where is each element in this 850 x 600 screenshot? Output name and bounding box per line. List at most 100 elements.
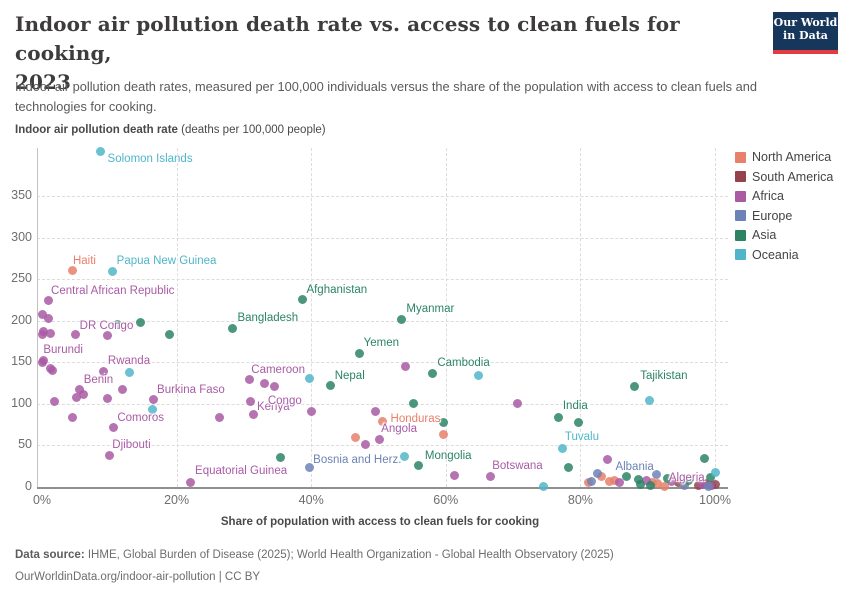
- owid-logo[interactable]: Our World in Data: [773, 12, 838, 54]
- data-point[interactable]: [674, 477, 684, 487]
- data-point[interactable]: [587, 476, 597, 486]
- data-point[interactable]: [660, 481, 670, 491]
- data-point[interactable]: [641, 475, 651, 485]
- data-point[interactable]: [396, 314, 406, 324]
- data-point[interactable]: [564, 462, 574, 472]
- data-point[interactable]: [438, 430, 448, 440]
- data-point[interactable]: [99, 366, 109, 376]
- data-point[interactable]: [370, 406, 380, 416]
- data-point[interactable]: [622, 471, 632, 481]
- data-point[interactable]: [326, 381, 336, 391]
- data-point[interactable]: [112, 320, 122, 330]
- data-point[interactable]: [662, 474, 672, 484]
- data-point[interactable]: [75, 385, 85, 395]
- data-point[interactable]: [604, 476, 614, 486]
- data-point[interactable]: [653, 479, 663, 489]
- legend-item[interactable]: North America: [735, 151, 833, 164]
- data-point[interactable]: [573, 418, 583, 428]
- data-point[interactable]: [644, 396, 654, 406]
- data-point[interactable]: [165, 330, 175, 340]
- data-point[interactable]: [276, 453, 286, 463]
- legend-item[interactable]: South America: [735, 170, 833, 184]
- data-point[interactable]: [602, 455, 612, 465]
- data-point[interactable]: [450, 470, 460, 480]
- data-point[interactable]: [307, 406, 317, 416]
- legend-item[interactable]: Asia: [735, 229, 833, 242]
- data-point[interactable]: [103, 393, 113, 403]
- data-point[interactable]: [710, 467, 720, 477]
- data-point[interactable]: [68, 265, 78, 275]
- data-point[interactable]: [147, 405, 157, 415]
- data-point[interactable]: [667, 476, 677, 486]
- data-point[interactable]: [78, 390, 88, 400]
- data-point[interactable]: [148, 395, 158, 405]
- data-point[interactable]: [43, 296, 53, 306]
- data-point[interactable]: [438, 418, 448, 428]
- data-point[interactable]: [96, 146, 106, 156]
- data-point[interactable]: [246, 396, 256, 406]
- data-point[interactable]: [645, 480, 655, 490]
- data-point[interactable]: [68, 413, 78, 423]
- data-point[interactable]: [703, 481, 713, 491]
- data-point[interactable]: [305, 373, 315, 383]
- data-point[interactable]: [351, 432, 361, 442]
- data-point[interactable]: [118, 385, 128, 395]
- data-point[interactable]: [37, 309, 47, 319]
- data-point[interactable]: [633, 475, 643, 485]
- data-point[interactable]: [651, 470, 661, 480]
- data-point[interactable]: [71, 329, 81, 339]
- data-point[interactable]: [554, 412, 564, 422]
- data-point[interactable]: [683, 475, 693, 485]
- data-point[interactable]: [629, 381, 639, 391]
- legend-item[interactable]: Europe: [735, 209, 833, 223]
- legend-item[interactable]: Oceania: [735, 248, 833, 262]
- footer-url-link[interactable]: OurWorldinData.org/indoor-air-pollution: [15, 571, 216, 583]
- data-point[interactable]: [304, 463, 314, 473]
- data-point[interactable]: [297, 295, 307, 305]
- data-point[interactable]: [374, 435, 384, 445]
- data-point[interactable]: [269, 381, 279, 391]
- data-point[interactable]: [710, 480, 720, 489]
- data-point[interactable]: [512, 398, 522, 408]
- footer-cc-by-link[interactable]: CC BY: [224, 571, 261, 583]
- data-point[interactable]: [538, 481, 548, 491]
- legend-item[interactable]: Africa: [735, 190, 833, 203]
- data-point[interactable]: [706, 473, 716, 483]
- data-point[interactable]: [46, 328, 56, 338]
- data-point[interactable]: [185, 478, 195, 488]
- data-point[interactable]: [474, 371, 484, 381]
- data-point[interactable]: [135, 317, 145, 327]
- data-point[interactable]: [259, 379, 269, 389]
- data-point[interactable]: [700, 454, 710, 464]
- data-point[interactable]: [37, 357, 47, 367]
- data-point[interactable]: [361, 440, 371, 450]
- data-point[interactable]: [108, 423, 118, 433]
- data-point[interactable]: [48, 366, 58, 376]
- data-point[interactable]: [597, 471, 607, 481]
- data-point[interactable]: [558, 444, 568, 454]
- data-point[interactable]: [244, 375, 254, 385]
- data-point[interactable]: [680, 480, 690, 490]
- data-point[interactable]: [50, 396, 60, 406]
- data-point[interactable]: [227, 323, 237, 333]
- data-point[interactable]: [698, 480, 708, 489]
- data-point[interactable]: [378, 416, 388, 426]
- data-point[interactable]: [614, 478, 624, 488]
- data-point[interactable]: [103, 331, 113, 341]
- data-point[interactable]: [355, 348, 365, 358]
- data-point[interactable]: [400, 451, 410, 461]
- data-point[interactable]: [400, 361, 410, 371]
- data-point[interactable]: [104, 450, 114, 460]
- data-point[interactable]: [609, 475, 619, 485]
- data-point[interactable]: [215, 413, 225, 423]
- data-point[interactable]: [72, 392, 82, 402]
- data-point[interactable]: [249, 410, 259, 420]
- data-point[interactable]: [108, 267, 118, 277]
- data-point[interactable]: [427, 368, 437, 378]
- data-point[interactable]: [485, 471, 495, 481]
- data-point[interactable]: [593, 469, 603, 479]
- data-point[interactable]: [124, 367, 134, 377]
- data-point[interactable]: [414, 460, 424, 470]
- data-point[interactable]: [37, 330, 47, 340]
- data-point[interactable]: [43, 313, 53, 323]
